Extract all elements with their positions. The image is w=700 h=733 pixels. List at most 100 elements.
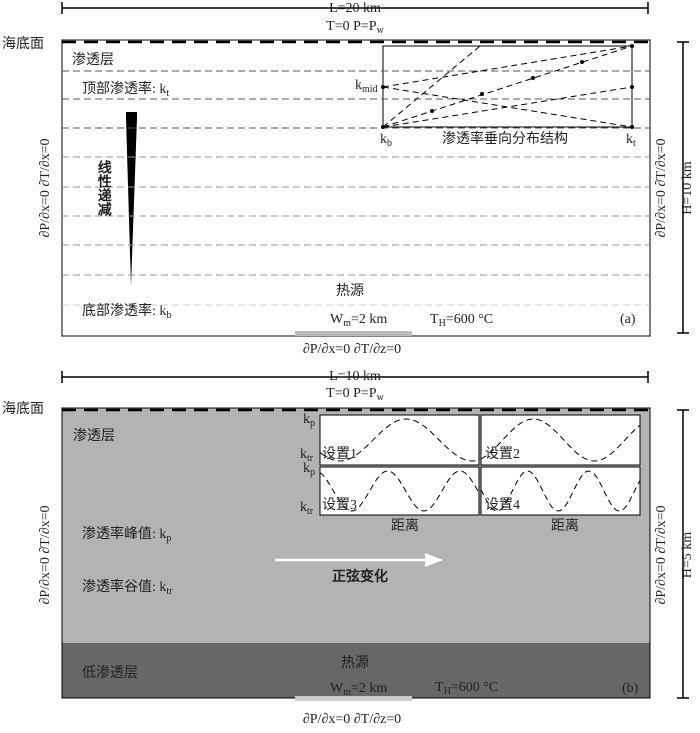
low-layer-label: 低渗透层 xyxy=(82,665,138,681)
source-temperature-sub: H xyxy=(444,686,451,697)
inset-top-part: k xyxy=(626,132,633,147)
setting-label: 设置4 xyxy=(485,497,520,513)
inset-peak: kp xyxy=(303,412,315,429)
right-boundary: ∂P/∂x=0 ∂T/∂x=0 xyxy=(654,505,669,604)
inset-top-sub: t xyxy=(633,138,636,149)
top-condition: T=0 P=Pw xyxy=(326,19,384,36)
profile-point xyxy=(580,60,584,64)
sine-curve xyxy=(480,418,641,462)
inset-mid-sub: mid xyxy=(362,84,378,95)
inset-trough: ktr xyxy=(300,447,314,464)
inset-trough: ktr xyxy=(300,500,314,517)
panel-b-frame xyxy=(61,371,689,701)
profile-point xyxy=(480,92,484,96)
profile-point xyxy=(381,85,385,89)
inset-trough-part: k xyxy=(300,447,307,462)
top-condition-sub: w xyxy=(377,392,385,403)
source-temperature-part: =600 °C xyxy=(446,312,493,327)
peak-label: 渗透率峰值: kp xyxy=(82,525,171,544)
profile-point xyxy=(381,125,385,129)
distance-label: 距离 xyxy=(391,517,419,534)
heat-source: 热源 xyxy=(341,655,369,671)
profile-point xyxy=(630,44,634,48)
top-condition: T=0 P=Pw xyxy=(326,386,384,403)
profile-line xyxy=(382,45,633,88)
top-permeability: 顶部渗透率: kt xyxy=(82,80,169,99)
bottom-permeability-sub: b xyxy=(166,310,171,321)
source-width-part: W xyxy=(330,312,344,327)
inset-peak-sub: p xyxy=(310,418,315,429)
top-condition-sub: w xyxy=(377,25,385,36)
sine-curve xyxy=(319,470,480,512)
seafloor-label: 海底面 xyxy=(2,36,44,52)
setting-label: 设置2 xyxy=(485,446,520,462)
bottom-permeability-part: 底部渗透率: k xyxy=(82,302,166,319)
inset-peak: kp xyxy=(303,461,315,478)
length-label: L=20 km xyxy=(329,1,381,16)
panel-label: (a) xyxy=(620,312,636,327)
source-width-part: =2 km xyxy=(351,681,387,696)
source-temperature-part: T xyxy=(435,680,444,695)
top-permeability-part: 顶部渗透率: k xyxy=(82,80,166,97)
height-label: H=5 km xyxy=(680,532,695,579)
length-label: L=10 km xyxy=(329,369,381,384)
inset-trough-sub: tr xyxy=(307,506,314,517)
height-label: H=10 km xyxy=(680,161,695,215)
panel-label: (b) xyxy=(622,681,639,696)
profile-line xyxy=(382,45,481,128)
source-width: Wm=2 km xyxy=(330,681,387,698)
profile-line xyxy=(382,86,633,128)
inset-mid: kmid xyxy=(355,78,378,95)
inset-peak-sub: p xyxy=(310,467,315,478)
inset-trough-part: k xyxy=(300,500,307,515)
source-temperature-part: =600 °C xyxy=(451,680,498,695)
trend-label: 线性递减 xyxy=(96,159,112,217)
source-width-sub: m xyxy=(343,318,351,329)
right-boundary: ∂P/∂x=0 ∂T/∂x=0 xyxy=(654,138,669,237)
profile-line xyxy=(382,86,633,128)
top-condition-part: T=0 P=P xyxy=(326,386,377,401)
source-temperature: TH=600 °C xyxy=(435,680,498,697)
peak-label-part: 渗透率峰值: k xyxy=(82,525,166,542)
source-temperature: TH=600 °C xyxy=(430,312,493,329)
inset-bottom: kb xyxy=(380,132,392,149)
trough-label-part: 渗透率谷值: k xyxy=(82,578,166,595)
profile-point xyxy=(630,85,634,89)
source-width-sub: m xyxy=(343,687,351,698)
setting-label: 设置1 xyxy=(322,446,357,462)
peak-label-sub: p xyxy=(166,533,171,544)
source-temperature-part: T xyxy=(430,312,439,327)
top-condition-part: T=0 P=P xyxy=(326,19,377,34)
inset-peak-part: k xyxy=(303,461,310,476)
source-temperature-sub: H xyxy=(439,318,446,329)
left-boundary: ∂P/∂x=0 ∂T/∂x=0 xyxy=(38,138,53,237)
profile-point xyxy=(531,76,535,80)
trough-label-sub: tr xyxy=(166,586,173,597)
trend-label: 正弦变化 xyxy=(332,568,388,585)
inset-trough-sub: tr xyxy=(307,453,314,464)
profile-point xyxy=(630,125,634,129)
source-width-part: =2 km xyxy=(351,312,387,327)
sine-curve xyxy=(480,470,641,512)
inset-bottom-sub: b xyxy=(387,138,392,149)
source-width-part: W xyxy=(330,681,344,696)
profile-line xyxy=(382,45,633,128)
source-width: Wm=2 km xyxy=(330,312,387,329)
inset-title: 渗透率垂向分布结构 xyxy=(442,130,568,147)
distance-label: 距离 xyxy=(551,517,579,534)
top-permeability-sub: t xyxy=(166,88,169,99)
bottom-boundary: ∂P/∂x=0 ∂T/∂z=0 xyxy=(303,712,401,727)
setting-label: 设置3 xyxy=(322,497,357,513)
sine-curve xyxy=(319,418,480,462)
profile-point xyxy=(430,109,434,113)
left-boundary: ∂P/∂x=0 ∂T/∂x=0 xyxy=(38,505,53,604)
seafloor-label: 海底面 xyxy=(2,401,44,417)
inset-peak-part: k xyxy=(303,412,310,427)
layer-label: 渗透层 xyxy=(72,52,114,68)
layer-label: 渗透层 xyxy=(73,428,115,444)
inset-mid-part: k xyxy=(355,78,362,93)
bottom-boundary: ∂P/∂x=0 ∂T/∂z=0 xyxy=(303,342,401,357)
inset-top: kt xyxy=(626,132,636,149)
inset-bottom-part: k xyxy=(380,132,387,147)
